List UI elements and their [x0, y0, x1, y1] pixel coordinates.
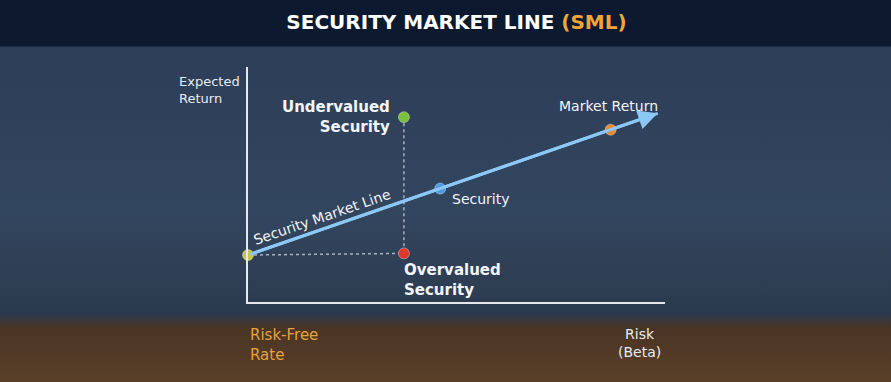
- svg-text:UndervaluedSecurity: UndervaluedSecurity: [282, 98, 390, 136]
- svg-text:SECURITY MARKET LINE (SML): SECURITY MARKET LINE (SML): [286, 10, 626, 34]
- svg-text:OvervaluedSecurity: OvervaluedSecurity: [404, 261, 501, 299]
- svg-text:Market Return: Market Return: [559, 98, 658, 114]
- svg-text:Risk-FreeRate: Risk-FreeRate: [250, 326, 318, 364]
- svg-text:Risk(Beta): Risk(Beta): [618, 326, 661, 360]
- svg-text:ExpectedReturn: ExpectedReturn: [179, 74, 240, 106]
- svg-text:Security: Security: [452, 191, 510, 207]
- svg-text:Security Market Line: Security Market Line: [251, 186, 392, 248]
